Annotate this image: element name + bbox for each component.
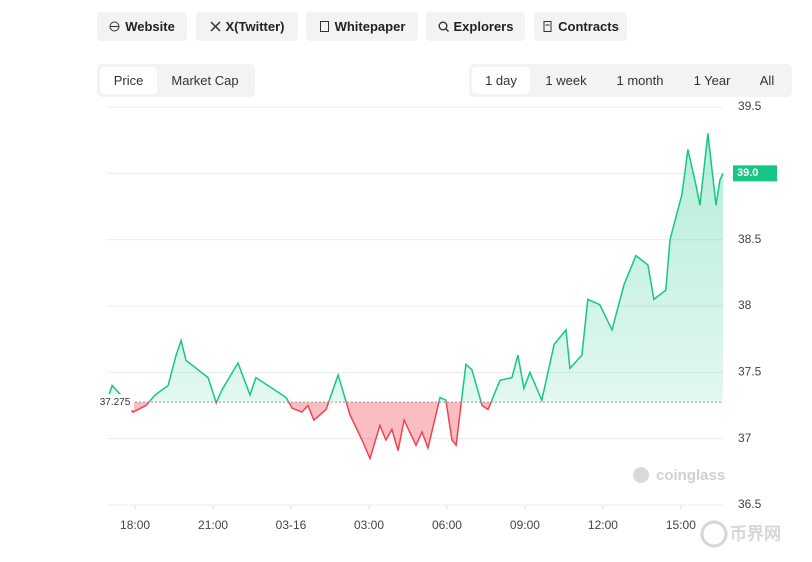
icon: [209, 21, 221, 32]
link-button[interactable]: X(Twitter): [196, 12, 298, 41]
tab[interactable]: Price: [100, 67, 157, 94]
price-tag-label: 39.0: [737, 167, 758, 179]
watermark-text: coinglass: [656, 467, 725, 484]
link-label: X(Twitter): [225, 19, 285, 34]
price-tag: [733, 165, 777, 182]
y-tick-label: 37: [738, 431, 752, 445]
tab-group: Price Market Cap: [97, 64, 255, 97]
range-option[interactable]: 1 week: [545, 73, 587, 88]
link-button[interactable]: Contracts: [534, 12, 627, 41]
site-mark-text: 币界网: [730, 524, 781, 543]
x-tick-label: 21:00: [198, 518, 228, 532]
site-mark: 币界网: [700, 520, 781, 548]
area-up: [107, 133, 723, 403]
icon: [543, 21, 552, 32]
link-label: Whitepaper: [334, 19, 406, 34]
y-tick-label: 39.5: [738, 99, 762, 113]
x-tick-label: 06:00: [432, 518, 462, 532]
link-label: Contracts: [558, 19, 619, 34]
baseline-label: 37.275: [100, 397, 131, 408]
price-line: [125, 402, 543, 461]
area-down: [126, 402, 492, 459]
x-tick-label: 03:00: [354, 518, 384, 532]
icon: [438, 21, 449, 32]
price-line: [107, 133, 724, 403]
link-button[interactable]: Website: [97, 12, 187, 41]
icon: [109, 21, 120, 32]
link-button[interactable]: Explorers: [426, 12, 525, 41]
link-label: Website: [125, 19, 175, 34]
x-tick-label: 12:00: [588, 518, 618, 532]
y-tick-label: 36.5: [738, 497, 762, 511]
link-label: Explorers: [453, 19, 514, 34]
range-option[interactable]: 1 month: [616, 73, 664, 88]
range-group: 1 day 1 week 1 month 1 Year All: [469, 64, 792, 97]
range-option[interactable]: 1 day: [472, 67, 530, 94]
x-tick-label: 18:00: [120, 518, 150, 532]
range-option[interactable]: 1 Year: [693, 73, 731, 88]
tab[interactable]: Market Cap: [171, 73, 239, 88]
y-tick-label: 38: [738, 298, 752, 312]
x-tick-label: 03-16: [276, 518, 307, 532]
y-tick-label: 37.5: [738, 365, 762, 379]
baseline-label-box: [96, 394, 134, 411]
icon: [319, 21, 329, 32]
watermark: coinglass: [633, 467, 725, 484]
y-tick-label: 38.5: [738, 232, 762, 246]
x-tick-label: 09:00: [510, 518, 540, 532]
y-tick-label: 39: [738, 166, 752, 180]
link-button[interactable]: Whitepaper: [306, 12, 418, 41]
x-tick-label: 15:00: [666, 518, 696, 532]
range-option[interactable]: All: [759, 73, 775, 88]
